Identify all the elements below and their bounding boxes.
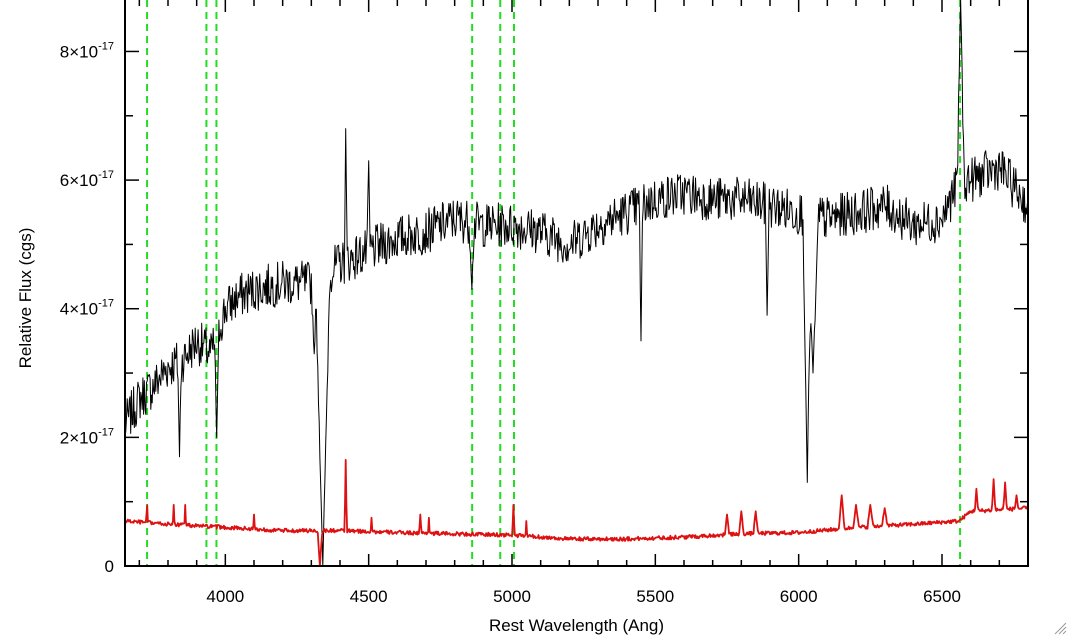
y-tick-mantissa: 6×10 xyxy=(60,171,98,190)
y-axis-title: Relative Flux (cgs) xyxy=(16,228,35,369)
x-tick-label: 4500 xyxy=(350,587,388,606)
x-tick-label: 4000 xyxy=(206,587,244,606)
y-tick-exponent: -17 xyxy=(98,298,114,310)
resize-grip-icon[interactable] xyxy=(1054,622,1067,635)
y-tick-label: 8×10-17 xyxy=(60,40,114,61)
x-axis-title: Rest Wavelength (Ang) xyxy=(489,616,664,635)
y-tick-mantissa: 0 xyxy=(105,557,114,576)
y-tick-label: 2×10-17 xyxy=(60,426,114,447)
y-tick-label: 6×10-17 xyxy=(60,169,114,190)
y-tick-exponent: -17 xyxy=(98,169,114,181)
y-tick-exponent: -17 xyxy=(98,40,114,52)
y-tick-mantissa: 8×10 xyxy=(60,42,98,61)
observed-spectrum-line xyxy=(124,0,1029,567)
y-axis-ticks: 02×10-174×10-176×10-178×10-17 xyxy=(60,40,1028,576)
x-tick-label: 5000 xyxy=(493,587,531,606)
plot-frame xyxy=(124,0,1029,567)
y-tick-mantissa: 4×10 xyxy=(60,300,98,319)
x-tick-label: 6000 xyxy=(780,587,818,606)
y-tick-label: 4×10-17 xyxy=(60,298,114,319)
model-spectrum-line xyxy=(124,458,1029,567)
y-tick-exponent: -17 xyxy=(98,426,114,438)
x-axis-ticks: 4000 4500 5000 5500 6000 6500 xyxy=(138,0,1029,606)
y-tick-label: 0 xyxy=(105,557,114,576)
series-layer xyxy=(124,0,1029,567)
x-tick-label: 6500 xyxy=(923,587,961,606)
y-tick-mantissa: 2×10 xyxy=(60,428,98,447)
x-tick-label: 5500 xyxy=(636,587,674,606)
